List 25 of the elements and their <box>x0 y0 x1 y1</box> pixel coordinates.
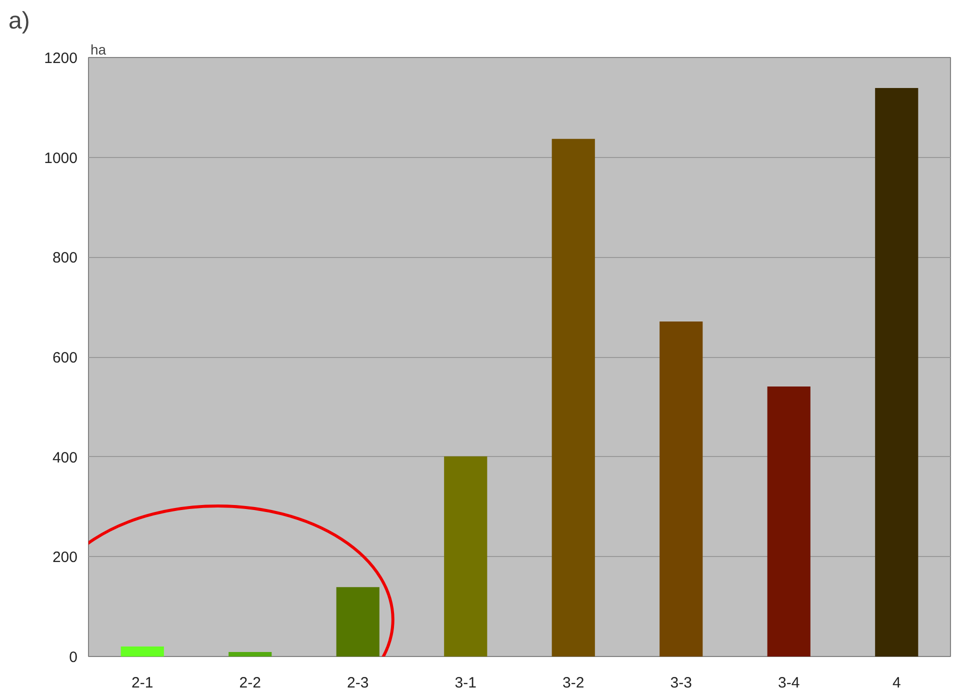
bar <box>444 456 488 656</box>
x-tick-label: 3-2 <box>562 674 584 692</box>
x-tick-label: 2-2 <box>239 674 261 692</box>
bar <box>767 386 810 656</box>
y-tick-label: 800 <box>52 250 78 267</box>
bar <box>875 88 918 656</box>
bar <box>336 587 380 656</box>
chart-title: a) <box>8 8 30 34</box>
y-tick-label: 400 <box>52 449 78 466</box>
bar <box>228 652 272 656</box>
y-axis-title: ha <box>90 42 106 58</box>
x-tick-label: 3-1 <box>454 674 476 692</box>
y-tick-label: 600 <box>52 350 78 366</box>
bar <box>120 646 164 656</box>
x-tick-label: 2-3 <box>347 674 369 692</box>
bar <box>552 138 595 656</box>
bar <box>660 322 703 656</box>
x-tick-label: 4 <box>892 674 901 692</box>
x-tick-label: 3-4 <box>778 674 800 692</box>
y-tick-label: 1000 <box>44 150 78 167</box>
x-tick-label: 2-1 <box>132 674 154 692</box>
y-tick-label: 200 <box>52 549 78 566</box>
x-tick-label: 3-3 <box>670 674 692 692</box>
y-tick-label: 0 <box>69 649 78 666</box>
y-tick-label: 1200 <box>44 50 78 67</box>
